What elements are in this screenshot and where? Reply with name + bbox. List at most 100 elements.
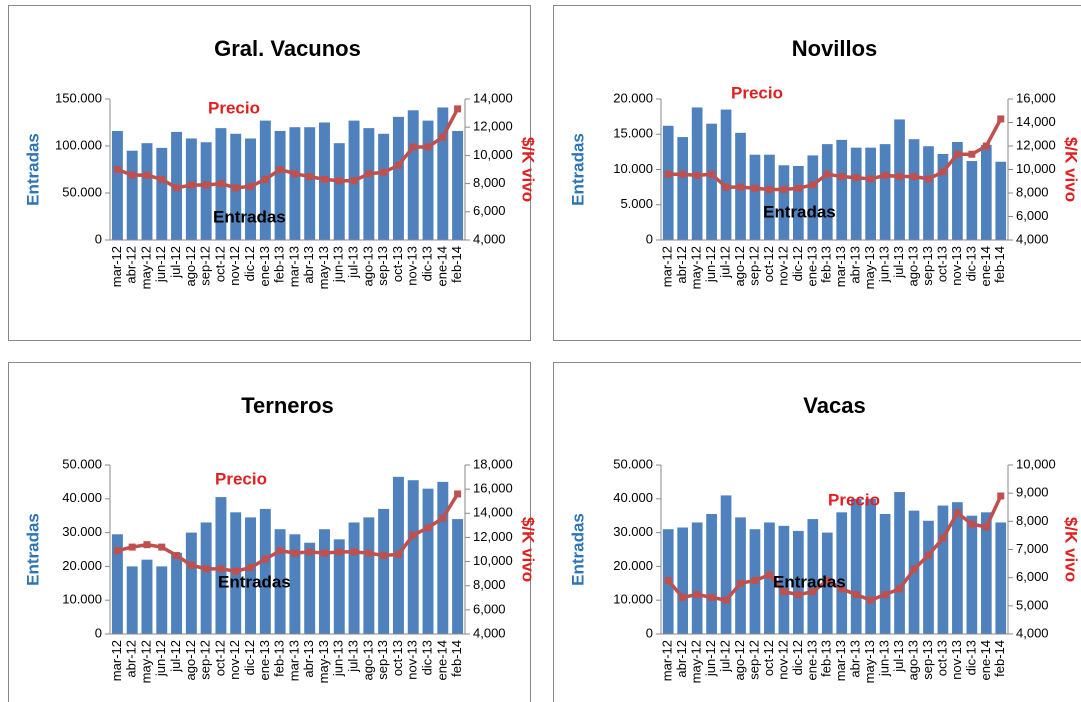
- y2-axis-title: $/K vivo: [1062, 137, 1081, 202]
- x-tick-label: abr-13: [848, 246, 863, 284]
- bar: [879, 144, 891, 240]
- x-tick-label: nov-12: [227, 246, 242, 286]
- series-label: Precio: [731, 83, 783, 102]
- line-marker: [128, 543, 136, 551]
- x-tick-label: abr-12: [124, 640, 139, 678]
- x-tick-label: jun-12: [153, 246, 168, 283]
- line-marker: [143, 171, 151, 179]
- y2-tick-label: 4,000: [473, 231, 506, 246]
- line-marker: [924, 551, 932, 559]
- line-marker: [173, 552, 181, 560]
- line-marker: [679, 593, 687, 601]
- bar: [141, 143, 153, 240]
- bar: [141, 559, 153, 634]
- line-marker: [291, 170, 299, 178]
- bar: [407, 480, 419, 634]
- bar: [995, 161, 1007, 240]
- bar: [966, 161, 978, 240]
- line-marker: [394, 161, 402, 169]
- x-tick-label: ene-13: [257, 640, 272, 680]
- line-marker: [939, 168, 947, 176]
- y-tick-label: 150.000: [55, 90, 102, 105]
- y-tick-label: 50.000: [62, 456, 102, 471]
- chart-title: Gral. Vacunos: [214, 36, 361, 61]
- series-label: Entradas: [213, 207, 286, 226]
- x-tick-label: ene-13: [804, 640, 819, 680]
- y-tick-label: 30.000: [62, 524, 102, 539]
- line-marker: [202, 565, 210, 573]
- line-marker: [809, 181, 817, 189]
- bar: [677, 137, 689, 240]
- line-marker: [409, 143, 417, 151]
- line-marker: [454, 105, 462, 113]
- bar: [894, 492, 905, 634]
- x-tick-label: jun-13: [331, 640, 346, 677]
- y-tick-label: 20.000: [613, 558, 653, 573]
- bar: [807, 155, 819, 240]
- y-tick-label: 40.000: [62, 490, 102, 505]
- line-marker: [896, 585, 904, 593]
- x-tick-label: sep-12: [198, 640, 213, 680]
- line-marker: [202, 181, 210, 189]
- line-marker: [409, 531, 417, 539]
- bar: [185, 532, 197, 634]
- line-marker: [794, 184, 802, 192]
- x-tick-label: jun-13: [331, 246, 346, 283]
- line-marker: [997, 492, 1005, 500]
- y2-tick-label: 14,000: [1016, 114, 1056, 129]
- chart-title: Novillos: [792, 36, 878, 61]
- x-tick-label: dic-13: [419, 246, 434, 281]
- x-tick-label: abr-13: [848, 640, 863, 678]
- line-marker: [737, 183, 745, 191]
- line-marker: [380, 168, 388, 176]
- chart-title: Terneros: [241, 393, 334, 418]
- y-axis-title: Entradas: [23, 133, 42, 206]
- x-tick-label: sep-12: [198, 246, 213, 286]
- line-marker: [232, 567, 240, 575]
- x-tick-label: oct-13: [390, 640, 405, 676]
- y-tick-label: 40.000: [613, 490, 653, 505]
- bar: [245, 517, 256, 634]
- x-tick-label: ago-13: [360, 640, 375, 680]
- line-marker: [997, 115, 1005, 123]
- y2-tick-label: 12,000: [1016, 137, 1056, 152]
- x-tick-label: oct-12: [212, 640, 227, 676]
- x-tick-label: nov-12: [775, 640, 790, 680]
- line-marker: [424, 143, 432, 151]
- bar: [952, 142, 963, 240]
- bar: [422, 488, 434, 634]
- bar: [865, 498, 876, 634]
- y-tick-label: 50.000: [613, 456, 653, 471]
- line-marker: [765, 571, 773, 579]
- line-marker: [867, 596, 875, 604]
- x-tick-label: dic-12: [790, 246, 805, 281]
- y2-tick-label: 12,000: [473, 119, 513, 134]
- bar: [111, 534, 123, 634]
- line-marker: [113, 166, 121, 173]
- bar: [407, 110, 419, 240]
- x-tick-label: feb-13: [819, 640, 834, 677]
- line-marker: [780, 185, 788, 193]
- x-tick-label: oct-12: [761, 640, 776, 676]
- y-tick-label: 20.000: [613, 90, 653, 105]
- x-tick-label: ene-13: [804, 246, 819, 286]
- x-tick-label: jul-12: [168, 246, 183, 279]
- line-marker: [780, 588, 788, 596]
- bar: [923, 146, 934, 240]
- x-tick-label: mar-12: [660, 640, 675, 681]
- x-tick-label: jun-13: [877, 246, 892, 283]
- x-tick-label: dic-12: [242, 246, 257, 281]
- y-tick-label: 50.000: [62, 184, 102, 199]
- x-tick-label: ago-12: [183, 246, 198, 286]
- bar: [793, 530, 804, 634]
- bar: [706, 123, 717, 240]
- line-marker: [982, 523, 990, 531]
- y2-tick-label: 5,000: [1016, 597, 1049, 612]
- line-marker: [187, 561, 195, 569]
- panel-border: [8, 5, 531, 341]
- line-marker: [722, 596, 730, 604]
- x-tick-label: mar-12: [660, 246, 675, 287]
- bar: [807, 519, 819, 634]
- bar: [452, 519, 464, 634]
